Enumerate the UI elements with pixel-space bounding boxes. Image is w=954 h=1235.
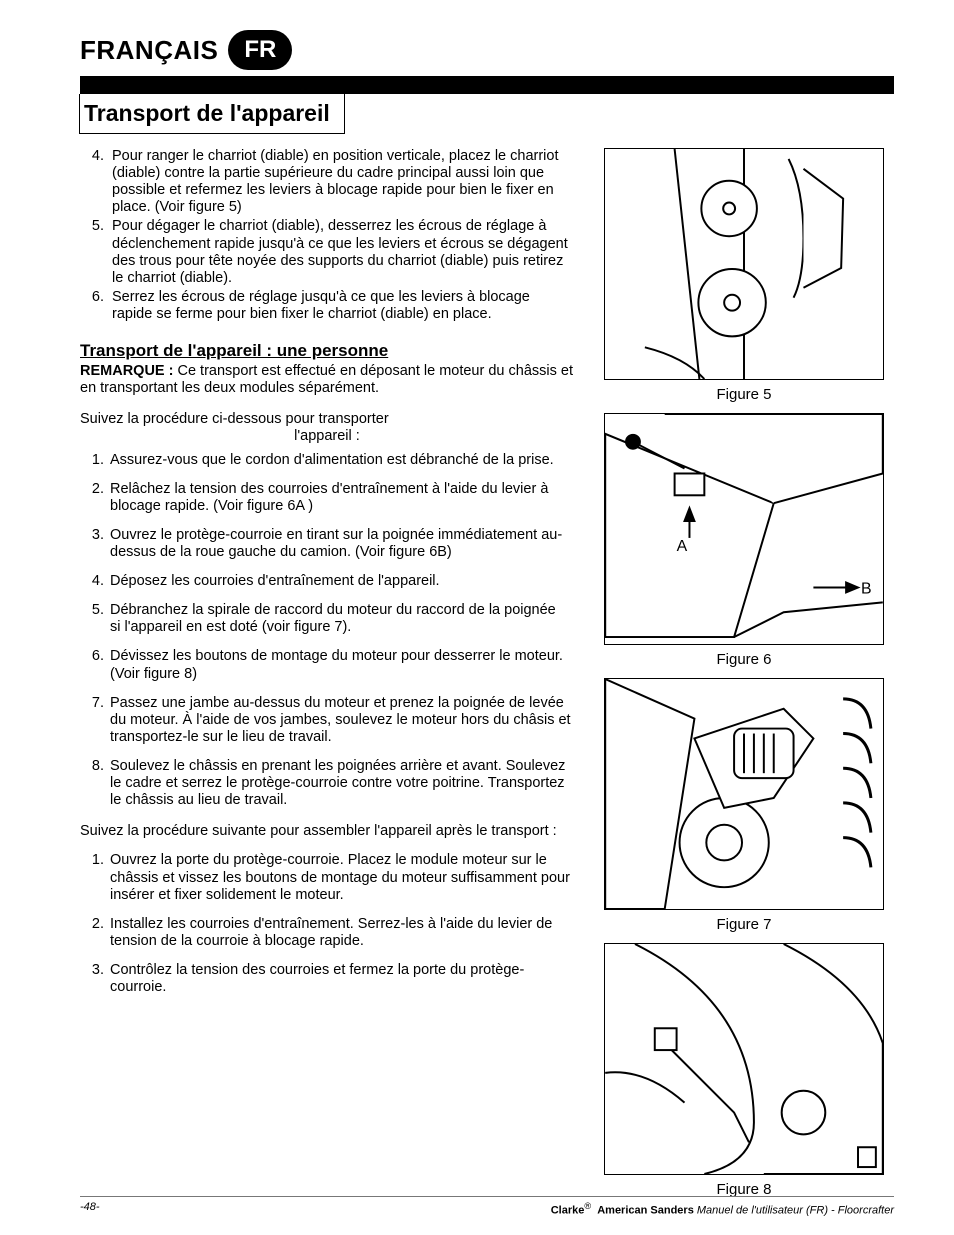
footer-right: Clarke® American Sanders Manuel de l'uti… <box>551 1201 894 1217</box>
figure7-box <box>604 678 884 910</box>
figure8-illustration <box>605 944 883 1174</box>
page-number: -48- <box>80 1201 100 1217</box>
page-footer: -48- Clarke® American Sanders Manuel de … <box>80 1196 894 1217</box>
step-number: 2. <box>80 916 110 950</box>
figure5-label: Figure 5 <box>594 386 894 403</box>
figure8-box <box>604 943 884 1175</box>
section-title: Transport de l'appareil <box>79 94 345 134</box>
intro-line: l'appareil : <box>80 428 574 445</box>
content-columns: 4.Pour ranger le charriot (diable) en po… <box>80 148 894 1208</box>
figure7-label: Figure 7 <box>594 916 894 933</box>
footer-reg: ® <box>584 1201 591 1211</box>
step-text: Déposez les courroies d'entraînement de … <box>110 573 574 590</box>
remark-label: REMARQUE : <box>80 363 173 379</box>
remark-paragraph: REMARQUE : Ce transport est effectué en … <box>80 363 574 397</box>
step-text: Débranchez la spirale de raccord du mote… <box>110 602 574 636</box>
step-text: Assurez-vous que le cordon d'alimentatio… <box>110 452 574 469</box>
step-text: Installez les courroies d'entraînement. … <box>110 916 574 950</box>
procedure2-steps: 1.Ouvrez la porte du protège-courroie. P… <box>80 852 574 996</box>
list-item: 8.Soulevez le châssis en prenant les poi… <box>80 758 574 809</box>
language-header: FRANÇAIS FR <box>80 30 894 70</box>
step-number: 4. <box>80 148 112 216</box>
figure6-marker-b: B <box>861 580 872 597</box>
step-number: 6. <box>80 648 110 682</box>
step-text: Ouvrez le protège-courroie en tirant sur… <box>110 527 574 561</box>
list-item: 5.Débranchez la spirale de raccord du mo… <box>80 602 574 636</box>
intro-line: Suivez la procédure ci-dessous pour tran… <box>80 411 574 428</box>
footer-product: American Sanders <box>597 1205 694 1217</box>
list-item: 4.Pour ranger le charriot (diable) en po… <box>80 148 574 216</box>
figure7-illustration <box>605 679 883 909</box>
list-item: 4.Déposez les courroies d'entraînement d… <box>80 573 574 590</box>
footer-brand: Clarke <box>551 1205 585 1217</box>
page: FRANÇAIS FR Transport de l'appareil 4.Po… <box>0 0 954 1235</box>
list-item: 2.Installez les courroies d'entraînement… <box>80 916 574 950</box>
list-item: 3.Contrôlez la tension des courroies et … <box>80 962 574 996</box>
subheading: Transport de l'appareil : une personne <box>80 341 574 361</box>
step-number: 3. <box>80 527 110 561</box>
list-item: 3.Ouvrez le protège-courroie en tirant s… <box>80 527 574 561</box>
procedure1-intro: Suivez la procédure ci-dessous pour tran… <box>80 411 574 445</box>
footer-doc-title: Manuel de l'utilisateur (FR) - Floorcraf… <box>697 1205 894 1217</box>
step-text: Contrôlez la tension des courroies et fe… <box>110 962 574 996</box>
list-item: 6.Dévissez les boutons de montage du mot… <box>80 648 574 682</box>
figure5-illustration <box>605 149 883 379</box>
step-text: Pour dégager le charriot (diable), desse… <box>112 218 574 286</box>
step-number: 4. <box>80 573 110 590</box>
list-item: 1.Ouvrez la porte du protège-courroie. P… <box>80 852 574 903</box>
language-label: FRANÇAIS <box>80 35 218 66</box>
list-item: 5.Pour dégager le charriot (diable), des… <box>80 218 574 286</box>
step-text: Serrez les écrous de réglage jusqu'à ce … <box>112 289 574 323</box>
list-item: 7.Passez une jambe au-dessus du moteur e… <box>80 695 574 746</box>
text-column: 4.Pour ranger le charriot (diable) en po… <box>80 148 574 1208</box>
step-text: Soulevez le châssis en prenant les poign… <box>110 758 574 809</box>
figure6-marker-a: A <box>677 538 688 555</box>
figure6-label: Figure 6 <box>594 651 894 668</box>
step-text: Relâchez la tension des courroies d'entr… <box>110 481 574 515</box>
step-text: Dévissez les boutons de montage du moteu… <box>110 648 574 682</box>
step-number: 3. <box>80 962 110 996</box>
procedure2-intro: Suivez la procédure suivante pour assemb… <box>80 823 574 840</box>
procedure1-steps: 1.Assurez-vous que le cordon d'alimentat… <box>80 452 574 810</box>
figure5-box <box>604 148 884 380</box>
intro-steps-list: 4.Pour ranger le charriot (diable) en po… <box>80 148 574 323</box>
list-item: 2.Relâchez la tension des courroies d'en… <box>80 481 574 515</box>
step-number: 8. <box>80 758 110 809</box>
step-number: 1. <box>80 852 110 903</box>
step-number: 7. <box>80 695 110 746</box>
figure6-box: A B <box>604 413 884 645</box>
language-badge: FR <box>228 30 292 70</box>
step-number: 5. <box>80 218 112 286</box>
step-number: 1. <box>80 452 110 469</box>
divider-bar <box>80 76 894 94</box>
figures-column: Figure 5 A <box>594 148 894 1208</box>
list-item: 6.Serrez les écrous de réglage jusqu'à c… <box>80 289 574 323</box>
list-item: 1.Assurez-vous que le cordon d'alimentat… <box>80 452 574 469</box>
step-text: Ouvrez la porte du protège-courroie. Pla… <box>110 852 574 903</box>
step-number: 5. <box>80 602 110 636</box>
step-text: Pour ranger le charriot (diable) en posi… <box>112 148 574 216</box>
step-number: 2. <box>80 481 110 515</box>
step-text: Passez une jambe au-dessus du moteur et … <box>110 695 574 746</box>
figure6-illustration: A B <box>605 414 883 644</box>
step-number: 6. <box>80 289 112 323</box>
